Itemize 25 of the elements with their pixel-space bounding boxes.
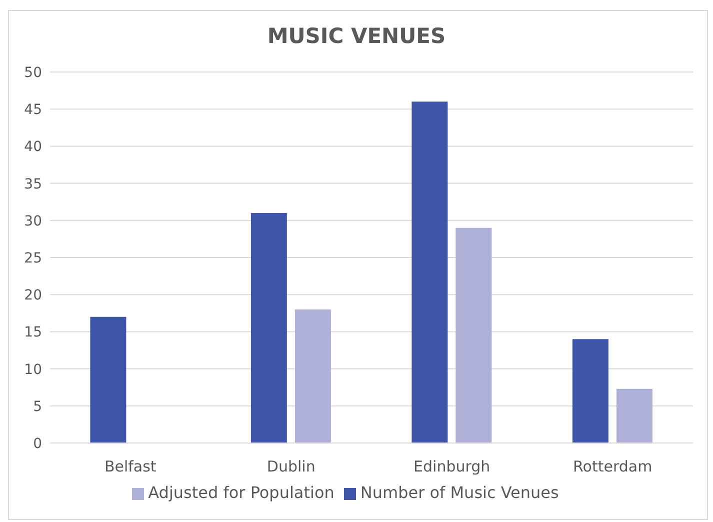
x-tick-label: Rotterdam	[573, 458, 652, 476]
y-tick-label: 10	[24, 362, 42, 378]
y-tick-label: 20	[24, 288, 42, 304]
y-tick-label: 30	[24, 213, 42, 230]
y-tick-label: 0	[33, 436, 42, 452]
y-tick-label: 45	[24, 102, 42, 118]
bar	[572, 339, 608, 443]
bar	[412, 102, 448, 443]
legend-label: Adjusted for Population	[148, 483, 334, 502]
chart-title: MUSIC VENUES	[266, 24, 447, 48]
bar	[456, 228, 492, 443]
x-tick-label: Edinburgh	[414, 458, 490, 476]
bar	[616, 388, 652, 443]
y-tick-label: 50	[24, 64, 42, 81]
x-tick-label: Belfast	[104, 458, 156, 476]
legend-label: Number of Music Venues	[360, 483, 559, 502]
x-tick-label: Dublin	[266, 458, 316, 476]
bar	[294, 309, 331, 443]
y-tick-label: 35	[24, 176, 42, 192]
bar	[250, 212, 287, 443]
y-tick-label: 40	[24, 139, 42, 156]
y-tick-label: 5	[33, 398, 42, 415]
bar	[90, 316, 126, 443]
y-tick-label: 15	[24, 324, 42, 341]
y-tick-label: 25	[24, 250, 42, 266]
